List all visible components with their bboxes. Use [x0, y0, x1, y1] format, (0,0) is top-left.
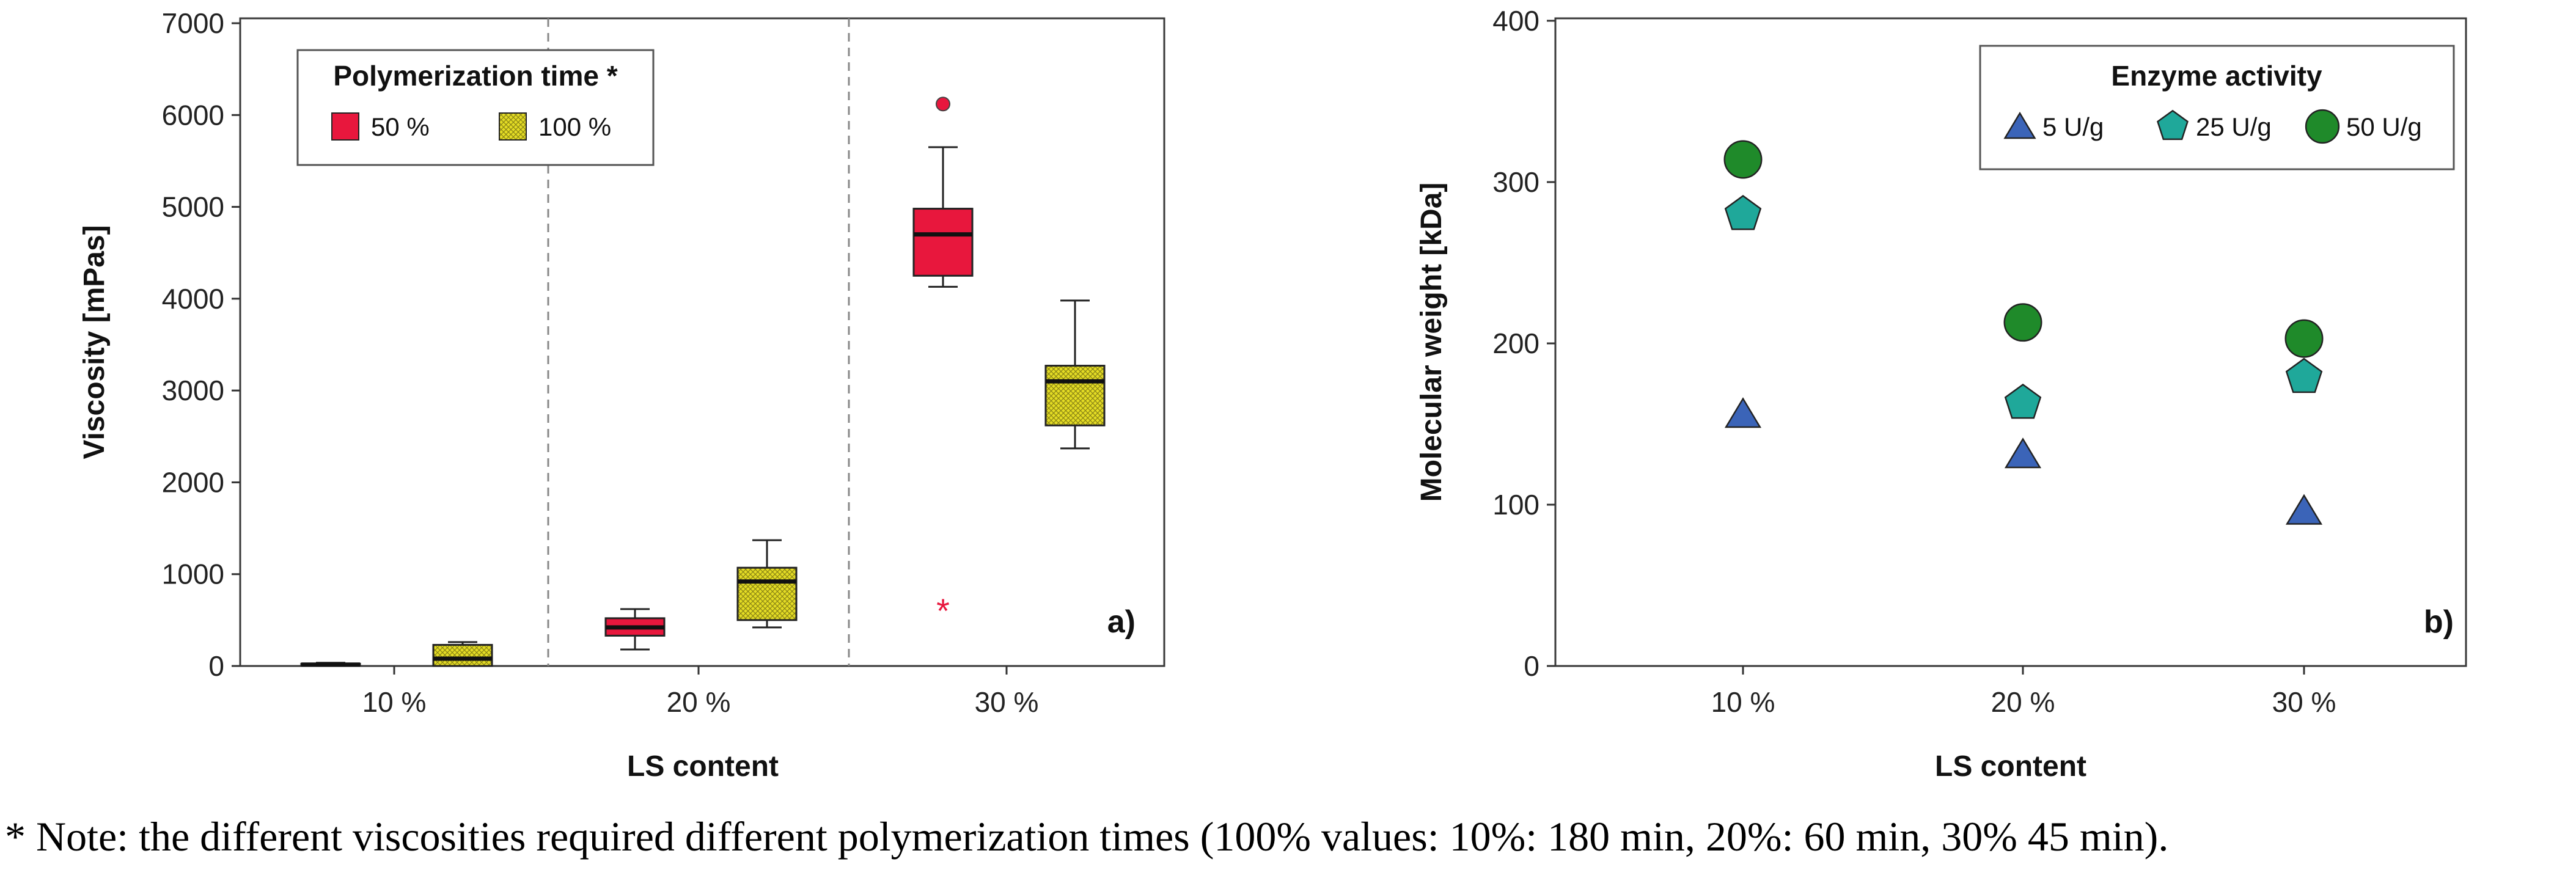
x-tick-label-b: 30 % — [2272, 686, 2336, 718]
box-100-10 — [432, 641, 493, 667]
legend-frame-b — [1979, 45, 2455, 170]
legend-frame-a — [296, 49, 655, 166]
legend-title-a: Polymerization time * — [333, 60, 617, 92]
legend-label-50: 50 % — [371, 112, 430, 141]
pentagon-point — [2285, 357, 2323, 393]
panel-label-b: b) — [2424, 604, 2454, 640]
circle-point — [1723, 140, 1763, 179]
x-axis-label-a: LS content — [627, 750, 779, 783]
y-tick-label-b: 0 — [1524, 650, 1539, 682]
legend-marker-circle — [2305, 109, 2340, 144]
x-tick-label-b: 20 % — [1991, 686, 2055, 718]
triangle-point — [2285, 494, 2323, 525]
x-axis-label-b: LS content — [1935, 750, 2086, 783]
circle-point — [2284, 319, 2324, 358]
y-tick-label-b: 200 — [1492, 327, 1539, 359]
y-tick-label-a: 3000 — [162, 375, 224, 406]
pentagon-point — [2004, 383, 2042, 419]
box-50-30: * — [912, 97, 974, 630]
legend-marker-triangle — [2003, 111, 2036, 139]
y-tick-label-a: 4000 — [162, 283, 224, 315]
box-100-20 — [736, 539, 798, 629]
circle-point — [2003, 303, 2042, 342]
box-50-10 — [300, 662, 361, 667]
y-tick-label-b: 300 — [1492, 166, 1539, 198]
legend-label-5: 5 U/g — [2042, 112, 2104, 141]
x-tick-label-b: 10 % — [1711, 686, 1775, 718]
box-iqr — [912, 208, 974, 277]
y-tick-label-a: 5000 — [162, 191, 224, 223]
outlier-point — [936, 97, 950, 112]
y-tick-label-a: 7000 — [162, 7, 224, 39]
panel-label-a: a) — [1107, 604, 1136, 640]
box-iqr — [432, 643, 493, 667]
y-tick-label-a: 1000 — [162, 558, 224, 590]
viscosity-boxplot-chart: 0 1000 2000 3000 4000 5000 6000 7000 10 % 20 % 30… — [78, 7, 1165, 783]
molecular-weight-scatter-chart: 0 100 200 300 400 10 % 20 % 30 % Molecular wei… — [1415, 5, 2467, 783]
legend-swatch-100 — [499, 112, 527, 141]
footnote: * Note: the different viscosities requir… — [5, 813, 2169, 860]
y-tick-label-a: 0 — [208, 650, 224, 682]
x-tick-label-a: 20 % — [667, 686, 731, 718]
y-axis-label-b: Molecular weight [kDa] — [1415, 183, 1448, 502]
y-axis-label-a: Viscosity [mPas] — [78, 225, 111, 459]
legend-swatch-50 — [331, 112, 359, 141]
box-iqr — [1044, 365, 1106, 426]
y-tick-label-b: 400 — [1492, 5, 1539, 37]
legend-title-b: Enzyme activity — [2111, 60, 2322, 92]
y-tick-label-a: 2000 — [162, 466, 224, 498]
legend-label-25: 25 U/g — [2196, 112, 2272, 141]
legend-b: Enzyme activity 5 U/g 25 U/g 50 U/g — [1979, 45, 2455, 170]
box-100-30 — [1044, 299, 1106, 450]
legend-marker-pentagon — [2157, 109, 2189, 141]
x-tick-label-a: 10 % — [362, 686, 427, 718]
legend-label-100: 100 % — [538, 112, 611, 141]
triangle-point — [1724, 397, 1762, 428]
legend-a: Polymerization time * 50 % 100 % — [296, 49, 655, 166]
box-iqr — [736, 566, 798, 621]
y-tick-label-a: 6000 — [162, 99, 224, 131]
extreme-point: * — [936, 591, 950, 630]
x-tick-label-a: 30 % — [975, 686, 1039, 718]
box-50-20 — [604, 608, 666, 651]
triangle-point — [2004, 437, 2042, 469]
legend-label-50u: 50 U/g — [2346, 112, 2422, 141]
y-tick-label-b: 100 — [1492, 489, 1539, 521]
pentagon-point — [1724, 195, 1762, 230]
